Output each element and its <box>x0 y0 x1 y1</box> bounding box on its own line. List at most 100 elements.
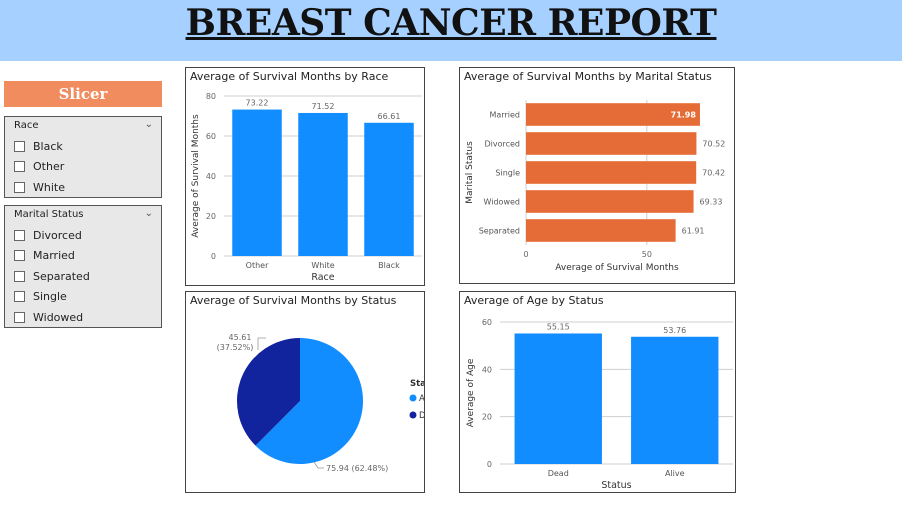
data-label: 66.61 <box>378 112 401 121</box>
race-option-black[interactable]: Black <box>14 136 161 157</box>
x-tick-label: White <box>311 261 334 270</box>
legend-entry[interactable]: Alive <box>419 394 424 404</box>
checkbox[interactable] <box>14 140 25 152</box>
marital-option-widowed[interactable]: Widowed <box>14 307 161 328</box>
chevron-down-icon[interactable]: ⌄ <box>144 208 153 219</box>
race-option-other[interactable]: Other <box>14 157 161 178</box>
marital-status-slicer[interactable]: Marital Status ⌄ Divorced Married Separa… <box>4 205 162 328</box>
marital-option-label: Divorced <box>33 228 82 242</box>
race-option-label: Other <box>33 160 65 174</box>
y-axis-title: Marital Status <box>465 141 475 204</box>
marital-chart-panel[interactable]: 0 50 Married 71.98 Divorced 70.52 Single 70.42 W… <box>459 67 735 284</box>
race-option-label: Black <box>33 139 63 153</box>
y-tick-label: 40 <box>482 365 492 374</box>
y-tick-label: 80 <box>206 92 216 101</box>
data-label: 73.22 <box>246 99 269 108</box>
bar[interactable] <box>526 161 697 184</box>
y-tick-label: 60 <box>482 318 492 327</box>
legend-marker <box>409 411 417 419</box>
legend-marker <box>409 394 417 402</box>
x-tick-label: Dead <box>548 469 569 478</box>
race-slicer-header[interactable]: Race ⌄ <box>5 117 161 134</box>
x-tick-label: Other <box>246 261 269 270</box>
status-pie-panel[interactable]: 75.94 (62.48%) 45.61(37.52%) Status Alive De… <box>185 291 425 493</box>
bar[interactable] <box>526 103 700 126</box>
marital-option-label: Married <box>33 249 75 263</box>
x-tick-label: 50 <box>642 250 652 259</box>
x-axis-title: Average of Survival Months <box>555 263 679 273</box>
legend-entry[interactable]: Dead <box>419 411 424 421</box>
bar[interactable] <box>232 109 282 256</box>
data-label: 69.33 <box>700 198 723 207</box>
pie-slice[interactable] <box>237 338 300 446</box>
checkbox[interactable] <box>14 229 25 241</box>
data-label: 71.98 <box>671 111 697 120</box>
report-header: BREAST CANCER REPORT <box>0 0 902 61</box>
y-tick-label: Separated <box>479 227 520 236</box>
data-label: (37.52%) <box>217 343 254 352</box>
bar[interactable] <box>364 122 414 256</box>
x-tick-label: 0 <box>523 250 528 259</box>
race-option-label: White <box>33 180 65 194</box>
age-chart-title: Average of Age by Status <box>464 294 604 307</box>
marital-slicer-label: Marital Status <box>14 209 84 220</box>
bar[interactable] <box>526 190 694 213</box>
bar[interactable] <box>526 132 697 155</box>
marital-option-single[interactable]: Single <box>14 287 161 308</box>
y-tick-label: Widowed <box>484 198 520 207</box>
data-label: 71.52 <box>312 102 335 111</box>
data-label: 45.61 <box>229 333 252 342</box>
checkbox[interactable] <box>14 291 25 303</box>
race-chart-title: Average of Survival Months by Race <box>190 70 389 83</box>
marital-option-divorced[interactable]: Divorced <box>14 225 161 246</box>
data-label: 75.94 (62.48%) <box>326 464 388 473</box>
chevron-down-icon[interactable]: ⌄ <box>144 119 153 130</box>
marital-slicer-header[interactable]: Marital Status ⌄ <box>5 206 161 223</box>
checkbox[interactable] <box>14 250 25 262</box>
marital-option-label: Widowed <box>33 310 84 324</box>
pie-slice[interactable] <box>255 338 363 464</box>
data-label: 53.76 <box>663 326 686 335</box>
checkbox[interactable] <box>14 161 25 173</box>
checkbox[interactable] <box>14 270 25 282</box>
y-axis-title: Average of Age <box>466 358 476 427</box>
x-axis-title: Race <box>311 272 334 283</box>
race-slicer-label: Race <box>14 120 39 131</box>
bar[interactable] <box>514 333 602 464</box>
marital-option-label: Single <box>33 290 67 304</box>
slicer-title: Slicer <box>4 81 162 107</box>
y-tick-label: 20 <box>206 212 216 221</box>
report-title: BREAST CANCER REPORT <box>185 2 717 44</box>
marital-option-separated[interactable]: Separated <box>14 266 161 287</box>
data-label: 55.15 <box>547 322 570 331</box>
race-option-white[interactable]: White <box>14 177 161 198</box>
y-tick-label: Married <box>490 111 520 120</box>
marital-chart-title: Average of Survival Months by Marital St… <box>464 70 712 83</box>
checkbox[interactable] <box>14 181 25 193</box>
y-tick-label: 40 <box>206 172 216 181</box>
race-slicer[interactable]: Race ⌄ Black Other White <box>4 116 162 198</box>
age-chart-panel[interactable]: 0 20 40 60 55.15 Dead 53.76 Alive Status Average … <box>459 291 736 493</box>
marital-option-married[interactable]: Married <box>14 246 161 267</box>
data-label: 61.91 <box>682 227 705 236</box>
legend-title: Status <box>410 379 424 389</box>
y-tick-label: 20 <box>482 413 492 422</box>
marital-bar-chart: 0 50 Married 71.98 Divorced 70.52 Single 70.42 W… <box>465 100 725 273</box>
age-bar-chart: 0 20 40 60 55.15 Dead 53.76 Alive Status Average … <box>466 318 733 491</box>
leader-line <box>257 337 266 350</box>
data-label: 70.42 <box>702 169 725 178</box>
bar[interactable] <box>631 336 719 464</box>
status-pie-title: Average of Survival Months by Status <box>190 294 397 307</box>
y-tick-label: 0 <box>211 252 216 261</box>
data-label: 70.52 <box>702 140 725 149</box>
y-axis-title: Average of Survival Months <box>191 114 201 238</box>
x-tick-label: Black <box>378 261 400 270</box>
y-tick-label: Single <box>495 169 520 178</box>
status-pie-chart: 75.94 (62.48%) 45.61(37.52%) Status Alive De… <box>217 333 424 473</box>
bar[interactable] <box>298 112 348 257</box>
race-bar-chart: 0 20 40 60 80 73.22 Other 71.52 White 66.61 Black R… <box>191 92 422 283</box>
y-tick-label: 0 <box>487 460 492 469</box>
bar[interactable] <box>526 219 676 242</box>
checkbox[interactable] <box>14 311 25 323</box>
race-chart-panel[interactable]: 0 20 40 60 80 73.22 Other 71.52 White 66.61 Black R… <box>185 67 425 286</box>
